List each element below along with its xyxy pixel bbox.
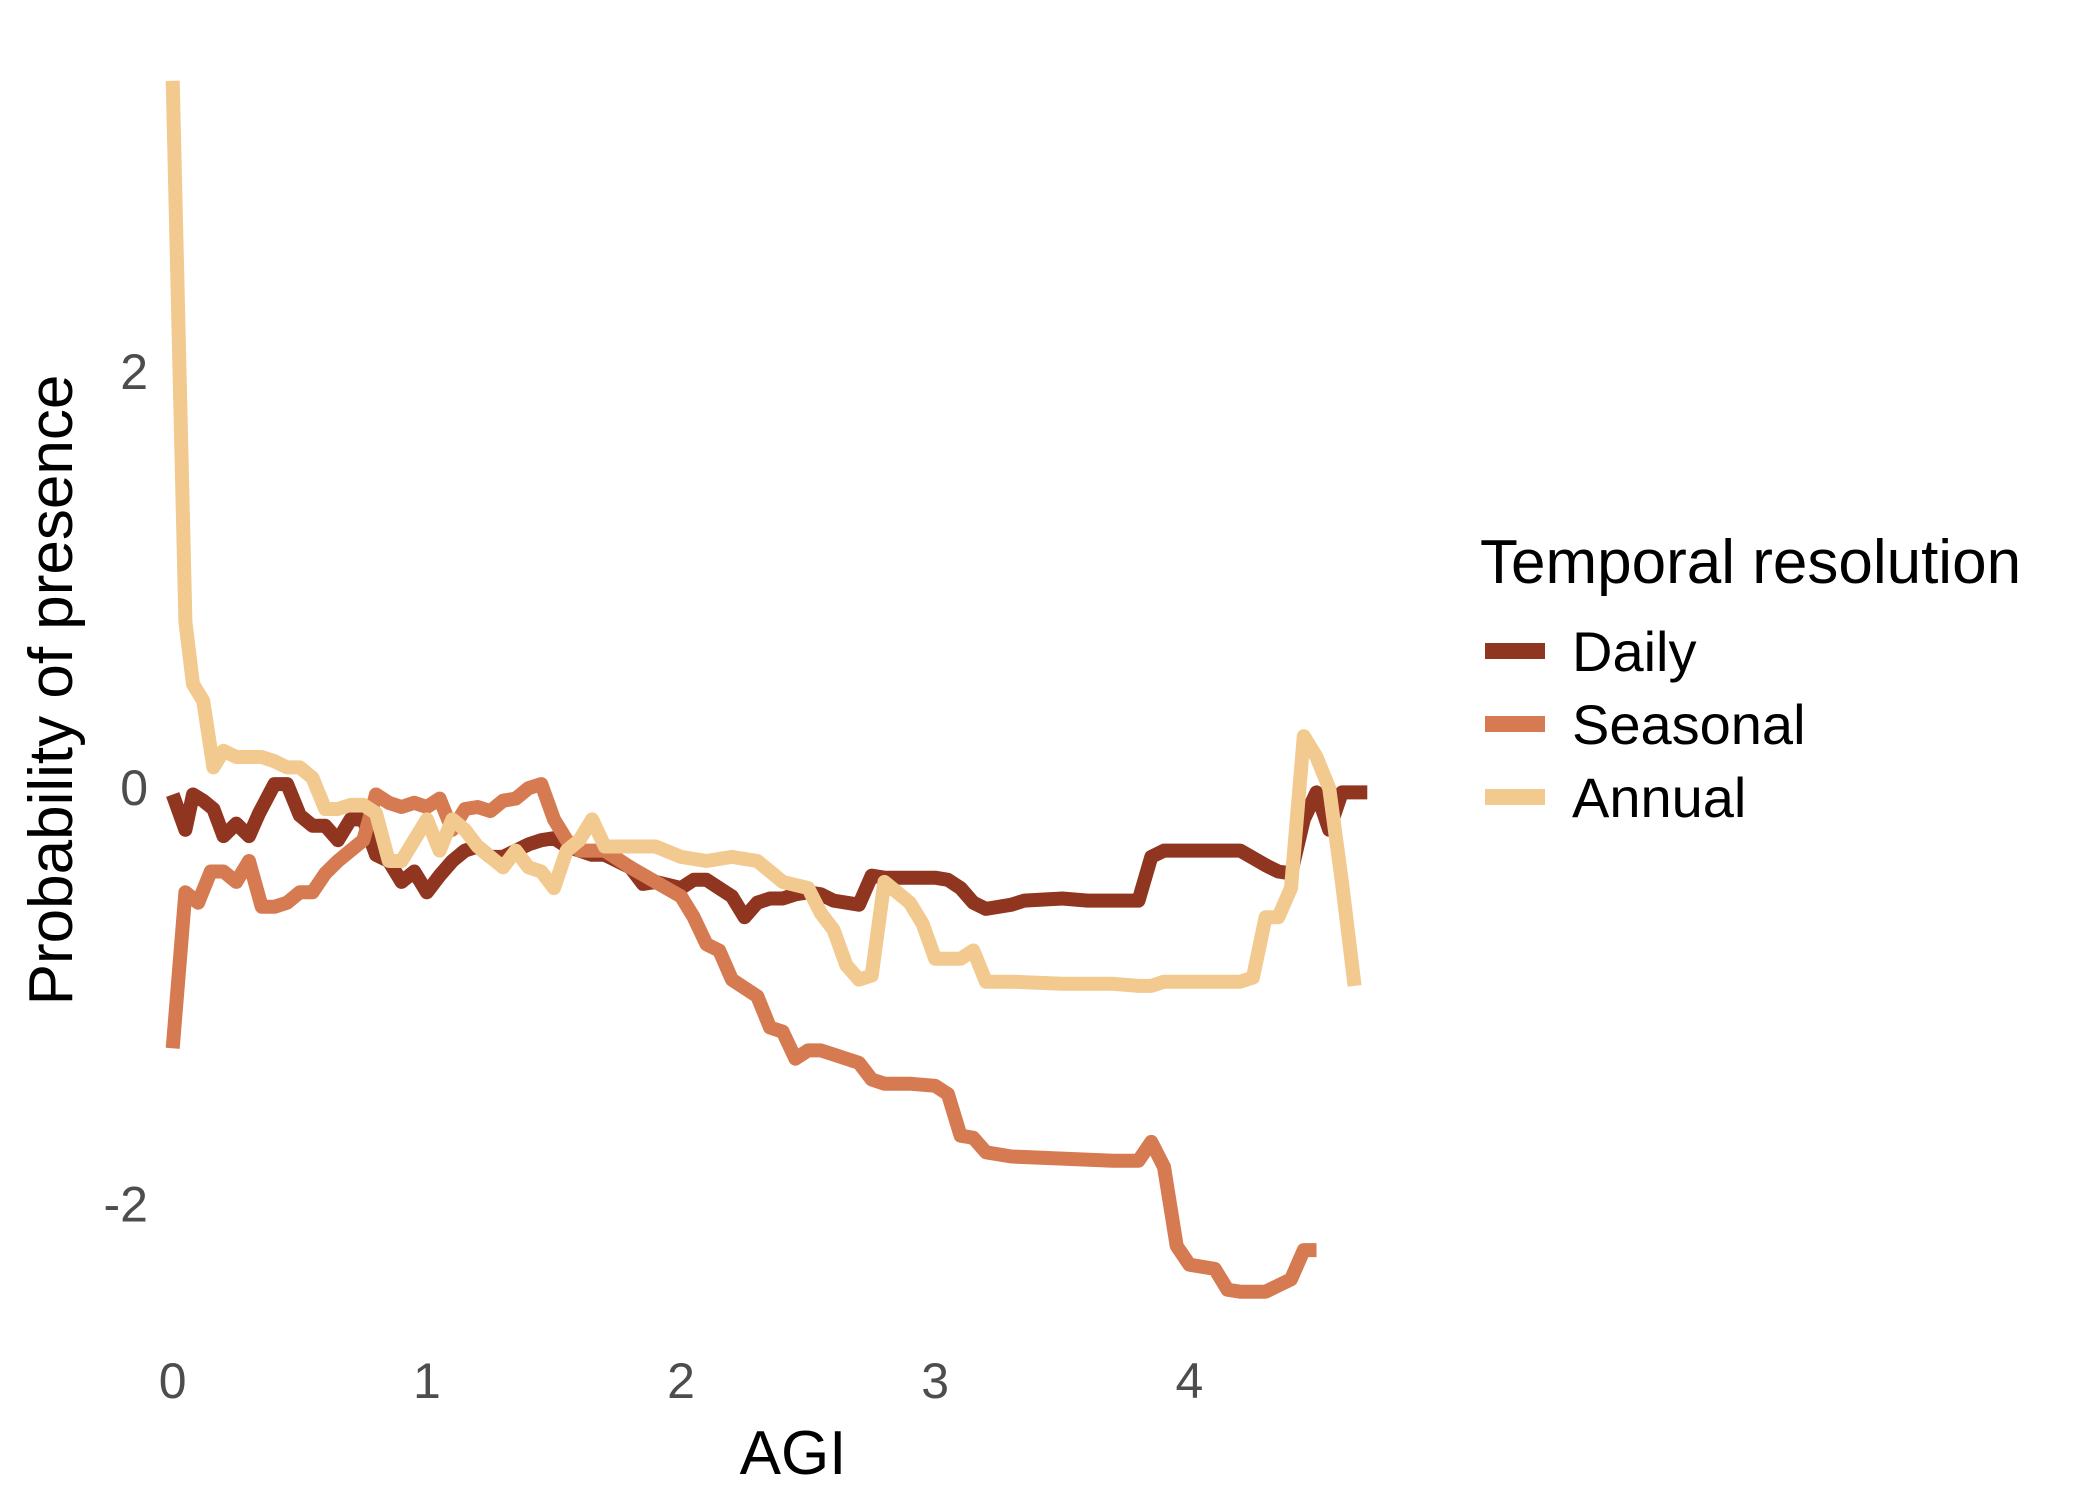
legend-label-annual: Annual [1572,766,1746,829]
y-tick-label: -2 [104,1176,148,1232]
series-line-annual [165,80,1362,993]
y-tick-label: 2 [120,344,148,400]
legend-label-daily: Daily [1572,620,1696,683]
x-tick-label: 3 [921,1353,949,1409]
legend-label-seasonal: Seasonal [1572,693,1806,756]
legend-items: Daily Seasonal Annual [1485,620,1806,829]
series-line-seasonal [165,777,1317,1299]
x-tick-label: 2 [667,1353,695,1409]
x-axis-title: AGI [740,1419,847,1488]
legend-title: Temporal resolution [1480,528,2021,597]
y-axis-title: Probability of presence [17,375,86,1006]
y-tick-label: 0 [120,760,148,816]
x-axis-ticks: 0 1 2 3 4 [159,1353,1203,1409]
plot-area [165,80,1368,1299]
x-tick-label: 1 [413,1353,441,1409]
legend: Temporal resolution Daily Seasonal Annual [1480,528,2021,829]
y-axis-ticks: -2 0 2 [104,344,148,1232]
x-tick-label: 4 [1175,1353,1203,1409]
x-tick-label: 0 [159,1353,187,1409]
